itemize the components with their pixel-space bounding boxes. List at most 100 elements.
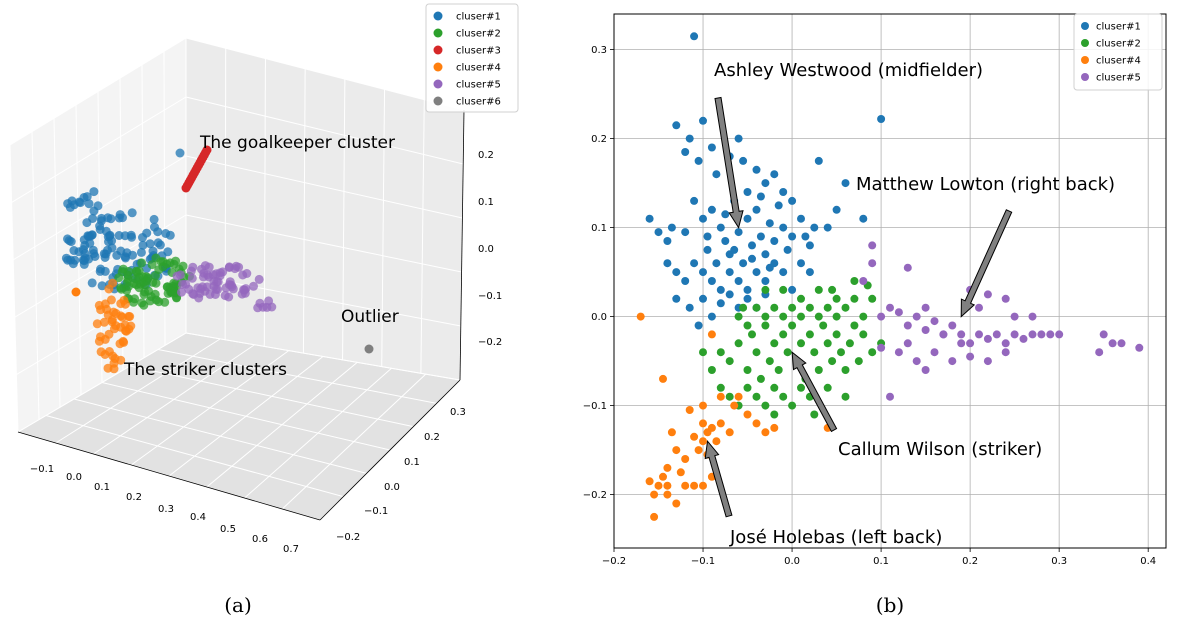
data-point [712,437,721,446]
legend-marker [433,62,443,72]
y-tick-label: 0.1 [591,223,607,234]
legend-label: cluser#1 [456,12,501,23]
annotation-label: Matthew Lowton (right back) [856,174,1115,195]
data-point [788,321,797,330]
data-point [690,432,699,441]
data-point [224,262,234,272]
cluster-1-points [63,187,103,216]
chart-2d-scatter: −0.2 −0.1 0.0 0.1 0.2 0.3 0.4 −0.2 −0.1 0.0 0.1 0.2… [583,13,1167,617]
data-point [119,295,129,305]
data-point [805,268,814,277]
data-point [151,278,161,288]
series-cluser#2 [699,277,886,419]
data-point [739,156,748,165]
data-point [82,218,92,228]
data-point [828,357,837,366]
data-point [841,366,850,374]
data-point [699,348,707,357]
grid-line [185,214,462,273]
grid-line [157,349,437,404]
data-point [859,277,868,285]
data-point [770,383,779,392]
data-point [712,170,721,179]
grid-line [9,37,187,146]
data-point [202,145,212,155]
data-point [151,295,161,305]
legend-marker [433,79,443,89]
data-point [721,237,730,245]
data-point [716,392,725,401]
legend-box [1073,13,1163,91]
data-point [814,156,823,165]
data-point [939,330,948,339]
data-point [676,468,685,477]
data-point [694,156,703,165]
data-point [699,294,707,303]
data-point [663,481,672,490]
data-point [121,326,131,336]
data-point [254,274,264,284]
legend-marker [433,96,443,106]
data-point [730,401,739,410]
data-point [801,232,810,241]
chart-3d-scatter: −0.1 0.0 0.1 0.2 0.3 0.4 0.5 0.6 0.7 −0.2 −0.1 0.0 0… [9,3,519,617]
data-point [912,357,921,366]
data-point [756,232,765,241]
data-point [672,294,681,303]
x-tick-label: −0.1 [30,464,54,475]
series-cluser#1 [645,32,886,330]
pane-floor [18,333,460,520]
data-point [761,285,770,294]
data-point [894,348,903,357]
data-point [654,228,663,237]
data-point [712,259,721,268]
data-point [707,277,716,285]
data-point [743,294,752,303]
data-point [175,148,185,158]
y-tick-label: −0.1 [364,506,388,517]
annotation-label: Outlier [341,307,399,327]
data-point [1001,294,1010,303]
x-tick-label: 0.3 [158,504,174,515]
grid-line [73,398,367,474]
data-point [797,294,805,303]
data-point [84,254,94,264]
data-point [774,201,783,210]
y-tick-label: −0.1 [583,401,607,412]
data-point [130,294,140,304]
data-point [127,208,137,218]
data-point [1001,348,1010,357]
data-point [743,383,752,392]
data-point [667,428,676,437]
data-point [258,302,268,312]
data-point [903,339,912,348]
data-point [78,245,88,255]
y-tick-label: 0.1 [404,457,420,468]
data-point [752,268,761,277]
data-point [921,366,930,374]
grid-line [45,415,344,498]
data-point [983,357,992,366]
data-point [124,282,133,291]
legend-marker [1081,22,1089,30]
data-point [734,228,743,237]
data-point [138,272,148,282]
data-point [761,312,770,321]
data-point [886,303,894,312]
legend-label: cluser#4 [1096,56,1141,67]
data-point [663,490,672,499]
data-point [725,428,734,437]
data-point [877,312,886,321]
legend-label: cluser#2 [1096,39,1141,50]
grid-line [101,382,391,451]
grid-line [129,365,414,428]
z-tick-label: −0.1 [478,291,502,302]
data-point [672,121,681,130]
data-point [63,234,72,244]
data-point [770,237,779,245]
data-point [204,262,214,272]
data-point [149,214,159,224]
data-point [690,32,699,41]
legend-label: cluser#4 [456,63,501,74]
data-point [743,285,752,294]
